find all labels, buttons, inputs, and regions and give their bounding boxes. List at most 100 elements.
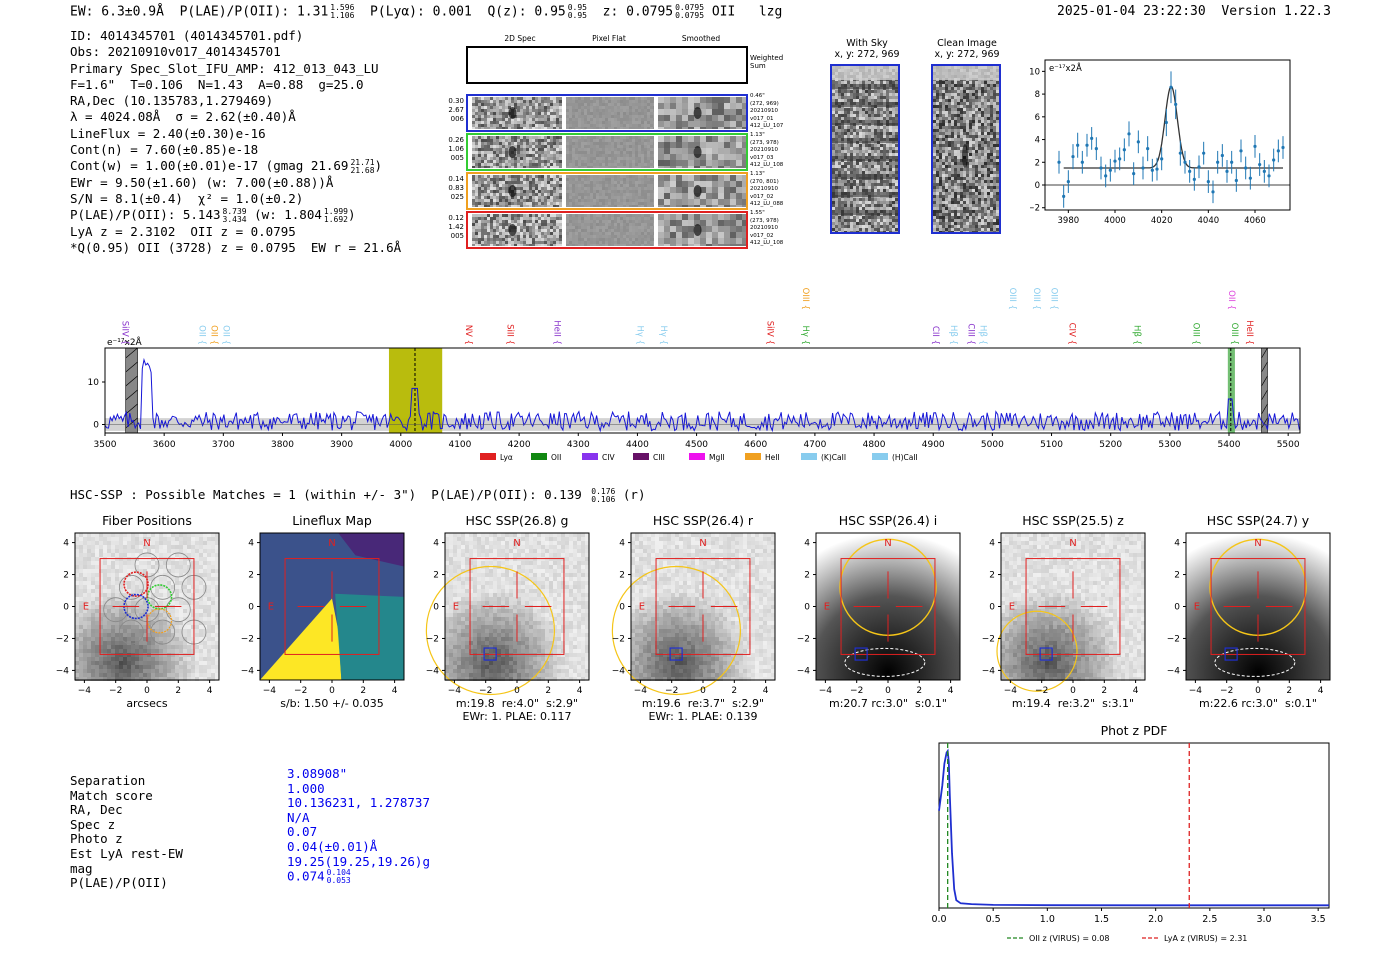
- hsc-pixel: [763, 669, 767, 673]
- hsc-pixel: [1141, 561, 1145, 565]
- hsc-pixel: [489, 581, 493, 585]
- hsc-pixel: [497, 569, 501, 573]
- hsc-pixel: [135, 549, 139, 553]
- hsc-pixel: [119, 589, 123, 593]
- hsc-pixel: [143, 625, 147, 629]
- hsc-pixel: [679, 549, 683, 553]
- hsc-pixel: [1101, 541, 1105, 545]
- hsc-pixel: [1109, 549, 1113, 553]
- hsc-pixel: [449, 561, 453, 565]
- hsc-pixel: [695, 573, 699, 577]
- hsc-pixel: [143, 653, 147, 657]
- cutout-xtick-label: 4: [948, 686, 954, 696]
- hsc-pixel: [569, 661, 573, 665]
- hsc-pixel: [707, 617, 711, 621]
- hsc-pixel: [719, 673, 723, 677]
- hsc-pixel: [715, 537, 719, 541]
- hsc-pixel: [1033, 553, 1037, 557]
- hsc-pixel: [211, 569, 215, 573]
- hsc-pixel: [537, 645, 541, 649]
- hsc-pixel: [699, 561, 703, 565]
- hsc-pixel: [505, 541, 509, 545]
- hsc-pixel: [1001, 549, 1005, 553]
- hsc-pixel: [643, 537, 647, 541]
- hsc-pixel: [179, 657, 183, 661]
- hsc-pixel: [87, 649, 91, 653]
- hsc-pixel: [517, 597, 521, 601]
- hsc-pixel: [767, 581, 771, 585]
- hsc-pixel: [461, 661, 465, 665]
- hsc-pixel: [755, 637, 759, 641]
- hsc-pixel: [79, 593, 83, 597]
- hsc-pixel: [659, 625, 663, 629]
- hsc-pixel: [509, 581, 513, 585]
- hsc-pixel: [715, 609, 719, 613]
- hsc-pixel: [119, 641, 123, 645]
- hsc-pixel: [501, 593, 505, 597]
- hsc-pixel: [453, 537, 457, 541]
- hsc-pixel: [1121, 569, 1125, 573]
- hsc-pixel: [513, 641, 517, 645]
- hsc-pixel: [545, 641, 549, 645]
- hsc-pixel: [743, 565, 747, 569]
- hsc-pixel: [643, 613, 647, 617]
- hsc-pixel: [747, 597, 751, 601]
- hsc-pixel: [509, 677, 513, 681]
- hsc-pixel: [457, 661, 461, 665]
- hsc-pixel: [639, 613, 643, 617]
- hsc-pixel: [703, 677, 707, 681]
- full-hatch-line: [125, 375, 138, 387]
- hsc-pixel: [199, 629, 203, 633]
- hsc-pixel: [643, 601, 647, 605]
- hsc-pixel: [1025, 549, 1029, 553]
- east-label: E: [83, 602, 89, 613]
- hsc-pixel: [699, 665, 703, 669]
- hsc-pixel: [1049, 537, 1053, 541]
- hsc-pixel: [445, 573, 449, 577]
- full-line-label: OIII {: [1007, 288, 1017, 310]
- hsc-pixel: [75, 617, 79, 621]
- hsc-pixel: [659, 589, 663, 593]
- hsc-pixel: [1117, 569, 1121, 573]
- hsc-pixel: [191, 665, 195, 669]
- hsc-pixel: [715, 661, 719, 665]
- hsc-pixel: [1073, 541, 1077, 545]
- hsc-pixel: [91, 569, 95, 573]
- hsc-pixel: [1037, 541, 1041, 545]
- info-lambda: λ = 4024.08Å σ = 2.62(±0.40)Å: [70, 109, 296, 125]
- hsc-pixel: [751, 609, 755, 613]
- hsc-pixel: [445, 661, 449, 665]
- hsc-pixel: [501, 545, 505, 549]
- hsc-pixel: [211, 541, 215, 545]
- hsc-pixel: [485, 621, 489, 625]
- hsc-pixel: [667, 581, 671, 585]
- hsc-pixel: [465, 657, 469, 661]
- hsc-pixel: [533, 621, 537, 625]
- hsc-pixel: [481, 657, 485, 661]
- hsc-pixel: [493, 625, 497, 629]
- hsc-pixel: [171, 657, 175, 661]
- hsc-pixel: [191, 553, 195, 557]
- hsc-pixel: [537, 545, 541, 549]
- hsc-pixel: [529, 549, 533, 553]
- hsc-pixel: [191, 617, 195, 621]
- hsc-pixel: [557, 581, 561, 585]
- hsc-pixel: [699, 565, 703, 569]
- hsc-pixel: [497, 637, 501, 641]
- hsc-pixel: [83, 617, 87, 621]
- hsc-pixel: [739, 545, 743, 549]
- hsc-pixel: [707, 609, 711, 613]
- hsc-pixel: [215, 665, 219, 669]
- hsc-pixel: [529, 621, 533, 625]
- hsc-pixel: [1057, 545, 1061, 549]
- hsc-pixel: [83, 677, 87, 681]
- hsc-pixel: [723, 545, 727, 549]
- hsc-pixel: [183, 609, 187, 613]
- hsc-pixel: [119, 585, 123, 589]
- hsc-pixel: [449, 653, 453, 657]
- hsc-pixel: [1077, 569, 1081, 573]
- hsc-pixel: [1129, 561, 1133, 565]
- hsc-pixel: [663, 649, 667, 653]
- zoom-data-point: [1253, 144, 1257, 148]
- hsc-pixel: [739, 657, 743, 661]
